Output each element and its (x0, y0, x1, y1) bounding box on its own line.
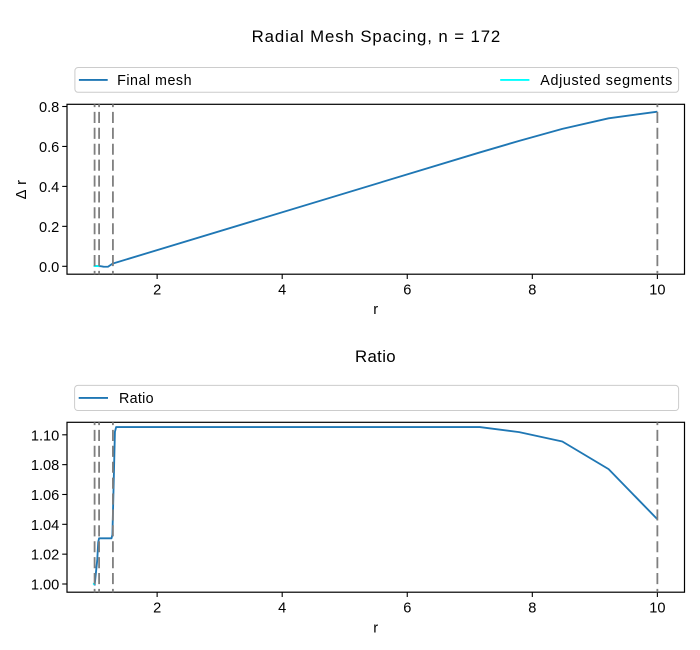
svg-text:0.0: 0.0 (39, 260, 59, 276)
svg-text:10: 10 (649, 282, 665, 298)
svg-text:1.00: 1.00 (31, 578, 59, 594)
svg-text:Ratio: Ratio (355, 347, 396, 366)
svg-text:8: 8 (528, 600, 536, 616)
svg-text:2: 2 (153, 600, 161, 616)
svg-text:0.8: 0.8 (39, 100, 59, 116)
svg-text:r: r (373, 302, 378, 318)
svg-text:4: 4 (278, 600, 286, 616)
svg-text:1.06: 1.06 (31, 488, 59, 504)
svg-text:0.6: 0.6 (39, 140, 59, 156)
svg-text:Adjusted segments: Adjusted segments (540, 73, 673, 89)
svg-text:Radial Mesh Spacing, n = 172: Radial Mesh Spacing, n = 172 (252, 27, 502, 46)
svg-text:10: 10 (649, 600, 665, 616)
svg-text:0.2: 0.2 (39, 220, 59, 236)
svg-text:1.08: 1.08 (31, 458, 59, 474)
svg-text:2: 2 (153, 282, 161, 298)
svg-text:8: 8 (528, 282, 536, 298)
svg-text:1.02: 1.02 (31, 548, 59, 564)
svg-text:r: r (373, 620, 378, 636)
svg-text:1.10: 1.10 (31, 428, 59, 444)
svg-text:4: 4 (278, 282, 286, 298)
svg-text:0.4: 0.4 (39, 180, 59, 196)
svg-text:Final mesh: Final mesh (117, 73, 192, 89)
svg-text:6: 6 (403, 282, 411, 298)
svg-text:6: 6 (403, 600, 411, 616)
svg-text:Δ r: Δ r (14, 179, 30, 199)
svg-text:1.04: 1.04 (31, 518, 59, 534)
svg-text:Ratio: Ratio (119, 391, 154, 407)
